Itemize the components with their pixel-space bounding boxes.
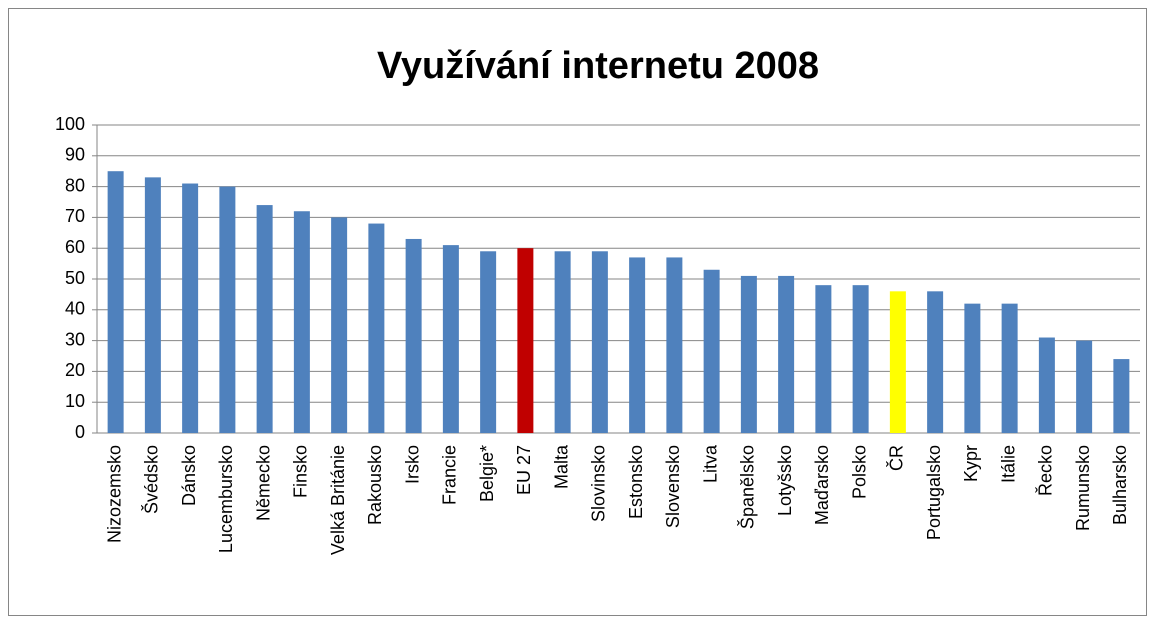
x-tick-label: Irsko	[402, 445, 422, 484]
bar	[815, 285, 832, 433]
chart-title: Využívání internetu 2008	[377, 45, 819, 87]
bar	[182, 183, 199, 433]
bar	[442, 245, 459, 433]
x-tick-label: Německo	[253, 445, 273, 521]
x-tick-label: Řecko	[1036, 445, 1056, 496]
bar	[1113, 359, 1130, 433]
x-tick-label: Kypr	[961, 445, 981, 482]
bar	[405, 238, 422, 433]
y-tick-label: 70	[65, 206, 85, 226]
y-tick-label: 90	[65, 145, 85, 165]
x-tick-label: Polsko	[849, 445, 869, 499]
bar	[740, 275, 757, 433]
x-tick-label: Rakousko	[365, 445, 385, 525]
bar	[1038, 337, 1055, 433]
x-tick-label: Francie	[440, 445, 460, 505]
y-tick-label: 10	[65, 391, 85, 411]
x-tick-label: Slovensko	[663, 445, 683, 528]
x-tick-label: Finsko	[291, 445, 311, 498]
bar	[144, 177, 161, 433]
bar	[778, 275, 795, 433]
x-tick-label: Lucembursko	[216, 445, 236, 553]
x-tick-label: Lotyšsko	[775, 445, 795, 516]
x-tick-label: Slovinsko	[589, 445, 609, 522]
bar	[1076, 340, 1093, 433]
bar	[368, 223, 385, 433]
bar	[629, 257, 646, 433]
y-tick-label: 40	[65, 299, 85, 319]
x-tick-label: Malta	[551, 444, 571, 489]
bar	[591, 251, 608, 433]
x-tick-label: Litva	[700, 444, 720, 483]
x-tick-label: Velká Británie	[328, 445, 348, 555]
y-tick-label: 100	[55, 114, 85, 134]
x-tick-label: Nizozemsko	[104, 445, 124, 543]
bar	[889, 291, 906, 433]
chart-frame	[8, 8, 1147, 616]
bar	[927, 291, 944, 433]
y-tick-label: 60	[65, 237, 85, 257]
bar	[293, 211, 310, 433]
x-tick-label: Dánsko	[179, 445, 199, 506]
x-tick-label: EU 27	[514, 445, 534, 495]
bar	[852, 285, 869, 433]
bar	[964, 303, 981, 433]
x-tick-label: Rumunsko	[1073, 445, 1093, 531]
x-tick-label: ČR	[886, 445, 907, 471]
x-tick-label: Belgie*	[477, 445, 497, 502]
x-tick-label: Estonsko	[626, 445, 646, 519]
bar	[480, 251, 497, 433]
x-tick-label: Švédsko	[141, 445, 162, 514]
y-tick-label: 80	[65, 175, 85, 195]
y-tick-label: 20	[65, 360, 85, 380]
x-tick-label: Itálie	[998, 445, 1018, 483]
bar	[666, 257, 683, 433]
bar	[703, 269, 720, 433]
bar	[331, 217, 348, 433]
y-tick-label: 0	[75, 422, 85, 442]
y-tick-label: 30	[65, 329, 85, 349]
bar	[219, 186, 236, 433]
bar	[256, 205, 273, 433]
bar	[517, 248, 534, 433]
x-tick-label: Portugalsko	[924, 445, 944, 540]
x-tick-label: Španělsko	[737, 445, 758, 529]
y-tick-label: 50	[65, 268, 85, 288]
bar	[1001, 303, 1018, 433]
x-tick-label: Bulharsko	[1110, 445, 1130, 525]
bar	[554, 251, 571, 433]
x-tick-label: Maďarsko	[812, 445, 832, 525]
bar	[107, 171, 124, 433]
